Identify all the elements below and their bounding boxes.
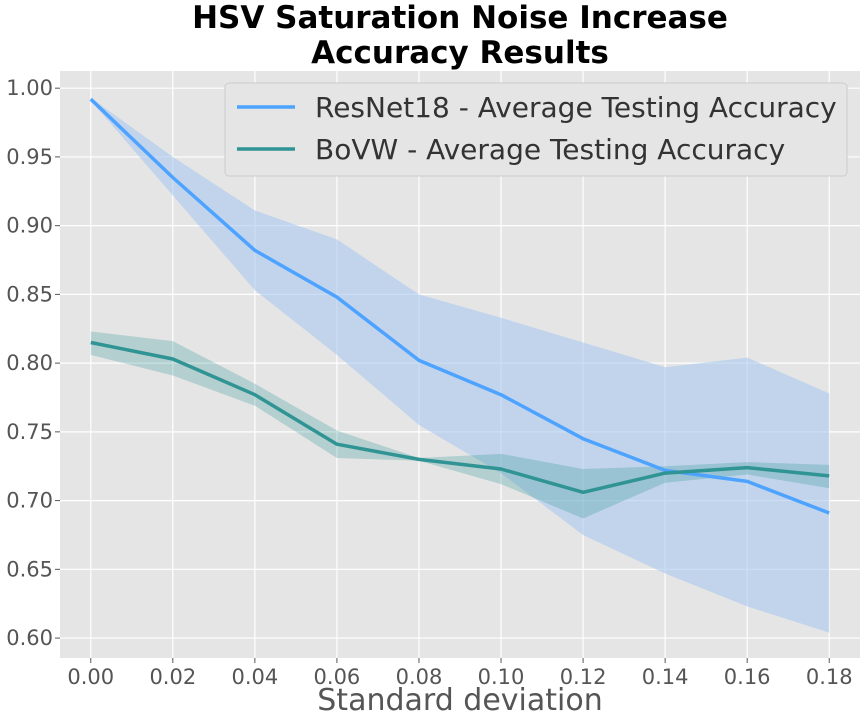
legend-box	[224, 82, 848, 177]
confidence-bands	[90, 97, 830, 633]
y-tick-label: 0.95	[6, 145, 53, 169]
y-tick-label: 1.00	[6, 76, 53, 100]
series-lines	[89, 97, 830, 515]
y-axis-ticks: 0.60 0.65 0.70 0.75 0.80 0.85 0.90 0.95 1.00	[6, 76, 60, 650]
y-tick-label: 0.85	[6, 282, 53, 306]
x-tick-label: 0.10	[478, 665, 525, 689]
x-tick-label: 0.16	[724, 665, 771, 689]
x-tick-label: 0.02	[149, 665, 196, 689]
confidence-band-resnet18	[90, 97, 830, 633]
confidence-band-bovw	[90, 331, 830, 519]
x-tick-label: 0.08	[396, 665, 443, 689]
series-line-resnet18	[89, 97, 830, 515]
x-tick-label: 0.06	[314, 665, 361, 689]
y-tick-label: 0.70	[6, 489, 53, 513]
y-tick-label: 0.90	[6, 214, 53, 238]
y-tick-label: 0.60	[6, 626, 53, 650]
x-tick-label: 0.04	[231, 665, 278, 689]
legend: ResNet18 - Average Testing Accuracy BoVW…	[224, 82, 848, 177]
y-tick-label: 0.80	[6, 351, 53, 375]
legend-label-resnet18: ResNet18 - Average Testing Accuracy	[315, 91, 837, 124]
x-tick-label: 0.14	[642, 665, 689, 689]
y-tick-label: 0.75	[6, 420, 53, 444]
x-axis-ticks: 0.00 0.02 0.04 0.06 0.08 0.10 0.12 0.14 0.16 0.18	[67, 658, 853, 689]
legend-label-bovw: BoVW - Average Testing Accuracy	[315, 133, 785, 166]
x-tick-label: 0.12	[560, 665, 607, 689]
chart-title-line-1: HSV Saturation Noise Increase	[192, 0, 728, 36]
chart-title-line-2: Accuracy Results	[311, 35, 609, 71]
x-axis-label: Standard deviation	[317, 683, 602, 718]
series-line-bovw	[90, 340, 830, 495]
y-tick-label: 0.65	[6, 557, 53, 581]
x-tick-label: 0.18	[806, 665, 853, 689]
x-tick-label: 0.00	[67, 665, 114, 689]
